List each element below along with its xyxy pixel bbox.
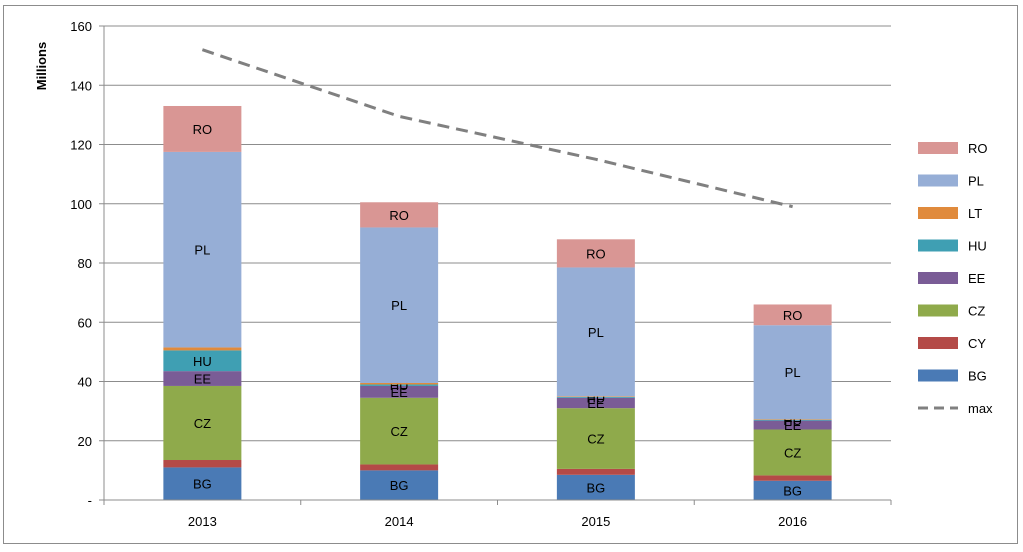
bar-segment-ro bbox=[360, 202, 439, 228]
bar-label: BG bbox=[586, 480, 605, 495]
bar-segment-hu bbox=[163, 350, 242, 372]
y-tick-label: 40 bbox=[78, 375, 92, 390]
bar-segment-cy bbox=[556, 468, 635, 475]
y-tick-label: 120 bbox=[70, 138, 92, 153]
bar-label: CZ bbox=[784, 445, 801, 460]
bar-label: EE bbox=[194, 372, 212, 387]
y-axis-label: Millions bbox=[34, 42, 49, 90]
bar-segment-bg bbox=[163, 467, 242, 500]
bar-label: CZ bbox=[194, 416, 211, 431]
y-tick-label: 160 bbox=[70, 19, 92, 34]
bar-segment-cz bbox=[163, 385, 242, 461]
bar-segment-cy bbox=[360, 464, 439, 471]
bar-segment-ee bbox=[360, 385, 439, 398]
legend-label: RO bbox=[968, 141, 988, 156]
legend-label: BG bbox=[968, 369, 987, 384]
max-line bbox=[201, 48, 793, 209]
bar-label: RO bbox=[193, 122, 213, 137]
bar-segment-bg bbox=[556, 474, 635, 500]
bar-segment-bg bbox=[360, 470, 439, 500]
max-line-path bbox=[201, 48, 793, 209]
bar-segment-hu bbox=[556, 396, 635, 398]
bar-label: HU bbox=[193, 354, 212, 369]
y-axis: - 20 40 60 80 100 120 140 160 bbox=[70, 19, 105, 508]
legend-swatch-cz bbox=[918, 304, 958, 317]
bar-segment-cy bbox=[753, 475, 832, 481]
bar-label: EE bbox=[587, 396, 605, 411]
y-tick-label: 140 bbox=[70, 78, 92, 93]
bar-label: RO bbox=[783, 308, 803, 323]
bar-label: PL bbox=[588, 325, 604, 340]
bar-segment-ro bbox=[753, 304, 832, 326]
x-tick-label: 2015 bbox=[581, 514, 610, 529]
bar-segment-hu bbox=[360, 384, 439, 386]
legend-swatch-hu bbox=[918, 239, 958, 252]
bar-segment-ro bbox=[163, 105, 242, 152]
bar-label: EE bbox=[784, 418, 802, 433]
bar-label: EE bbox=[390, 385, 408, 400]
bar-label: RO bbox=[389, 208, 409, 223]
bar-segment-ee bbox=[163, 371, 242, 386]
bar-label: CZ bbox=[390, 424, 407, 439]
bar-segment-pl bbox=[556, 267, 635, 397]
bar-label: BG bbox=[193, 477, 212, 492]
bar-label: BG bbox=[783, 483, 802, 498]
y-tick-label: 80 bbox=[78, 256, 92, 271]
bar-segment-cz bbox=[556, 408, 635, 469]
legend-swatch-cy bbox=[918, 337, 958, 349]
y-tick-label: 20 bbox=[78, 434, 92, 449]
bar-segment-ro bbox=[556, 239, 635, 268]
legend-swatch-ee bbox=[918, 272, 958, 284]
legend-label: HU bbox=[968, 239, 987, 254]
legend-swatch-bg bbox=[918, 369, 958, 382]
chart-frame: - 20 40 60 80 100 120 140 160 Millions BG CZ EE HU P… bbox=[3, 5, 1018, 544]
bar-segment-pl bbox=[360, 227, 439, 383]
bar-segment-lt bbox=[360, 382, 439, 385]
bar-segment-pl bbox=[753, 325, 832, 420]
bar-segment-cy bbox=[163, 460, 242, 468]
legend-swatch-ro bbox=[918, 142, 958, 154]
y-tick-label: 60 bbox=[78, 315, 92, 330]
y-tick-label: - bbox=[88, 493, 92, 508]
bar-segment-ee bbox=[556, 397, 635, 409]
bar-label: PL bbox=[391, 298, 407, 313]
bar-segment-bg bbox=[753, 480, 832, 500]
bar-label: PL bbox=[194, 243, 210, 258]
bars: BGCZEEHUPLROBGCZEEHUPLROBGCZEEHUPLROBGCZ… bbox=[163, 105, 832, 500]
bar-label: RO bbox=[586, 246, 606, 261]
legend-label: CZ bbox=[968, 304, 985, 319]
legend-label: CY bbox=[968, 336, 986, 351]
bar-label: PL bbox=[785, 365, 801, 380]
x-tick-label: 2013 bbox=[188, 514, 217, 529]
legend-label: EE bbox=[968, 271, 986, 286]
legend-label: PL bbox=[968, 174, 984, 189]
bar-segment-cz bbox=[360, 397, 439, 465]
legend-swatch-pl bbox=[918, 174, 958, 187]
bar-segment-pl bbox=[163, 151, 242, 348]
y-tick-label: 100 bbox=[70, 197, 92, 212]
legend-swatch-lt bbox=[918, 207, 958, 219]
bar-segment-lt bbox=[556, 396, 635, 397]
bar-segment-lt bbox=[753, 419, 832, 420]
stacked-bar-chart: - 20 40 60 80 100 120 140 160 Millions BG CZ EE HU P… bbox=[34, 19, 993, 529]
x-tick-label: 2016 bbox=[778, 514, 807, 529]
bar-segment-lt bbox=[163, 347, 242, 351]
legend-label: max bbox=[968, 401, 993, 416]
bar-segment-hu bbox=[753, 419, 832, 421]
x-axis: 2013 2014 2015 2016 bbox=[103, 499, 892, 529]
bar-label: CZ bbox=[587, 432, 604, 447]
bar-segment-ee bbox=[753, 420, 832, 430]
bar-segment-cz bbox=[753, 429, 832, 476]
legend-label: LT bbox=[968, 206, 982, 221]
bar-label: BG bbox=[390, 478, 409, 493]
x-tick-label: 2014 bbox=[385, 514, 414, 529]
legend: RO PL LT HU EE CZ CY BG max bbox=[918, 141, 993, 416]
